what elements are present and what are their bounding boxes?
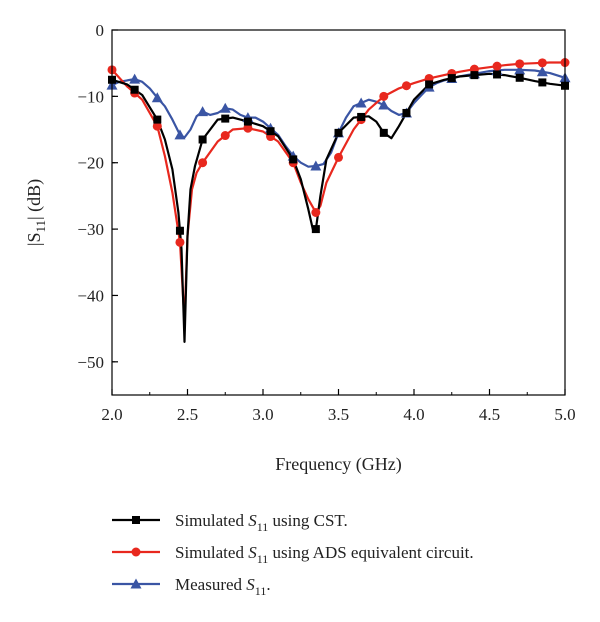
legend-label: Simulated S11 using ADS equivalent circu… — [175, 543, 474, 566]
series-0-point — [334, 128, 343, 137]
series-1-point — [334, 152, 343, 162]
series-0-point — [357, 112, 366, 121]
series-0-point — [538, 78, 547, 87]
legend-marker — [131, 547, 141, 557]
y-tick-label: −10 — [77, 87, 104, 106]
series-1-point — [492, 61, 502, 71]
series-1-point — [220, 131, 230, 141]
x-tick-label: 3.5 — [328, 405, 349, 424]
series-2-point — [355, 97, 367, 108]
series-0-point — [379, 128, 388, 137]
series-2-point — [197, 106, 209, 117]
y-axis-label: |S11| (dB) — [24, 179, 48, 246]
legend-label: Simulated S11 using CST. — [175, 511, 348, 534]
series-2-point — [378, 99, 390, 110]
series-line-1 — [111, 61, 565, 324]
series-0-point — [243, 117, 252, 126]
series-1-point — [379, 91, 389, 101]
x-tick-label: 4.5 — [479, 405, 500, 424]
series-1-point — [311, 208, 321, 217]
x-tick-label: 4.0 — [403, 405, 424, 424]
series-line-2 — [111, 68, 566, 168]
series-1-point — [198, 158, 208, 168]
series-2-point — [310, 160, 322, 171]
series-1-point — [515, 59, 525, 69]
y-tick-label: −20 — [77, 154, 104, 173]
series-0-point — [311, 225, 320, 234]
legend-label: Measured S11. — [175, 575, 271, 598]
legend-item-1: Simulated S11 using ADS equivalent circu… — [112, 543, 474, 566]
legend-item-0: Simulated S11 using CST. — [112, 511, 348, 534]
series-0-point — [289, 155, 298, 164]
series-0-point — [221, 114, 230, 123]
x-axis-label: Frequency (GHz) — [275, 454, 401, 475]
axis-ticks — [111, 29, 566, 395]
series-0-point — [447, 74, 456, 83]
series-0-point — [198, 135, 207, 144]
series-1-point — [152, 121, 162, 131]
series-0-point — [130, 85, 139, 94]
series-2-point — [514, 64, 526, 75]
y-tick-label: −50 — [77, 353, 104, 372]
legend: Simulated S11 using CST. Simulated S11 us… — [112, 511, 474, 598]
x-tick-label: 5.0 — [554, 405, 575, 424]
x-tick-label: 3.0 — [252, 405, 273, 424]
legend-marker — [130, 578, 142, 589]
x-tick-label: 2.0 — [101, 405, 122, 424]
series-1-point — [401, 81, 411, 91]
series-0-point — [515, 73, 524, 82]
series-line-0 — [111, 72, 566, 343]
series-1-point — [537, 58, 547, 68]
series-0-point — [425, 80, 434, 89]
y-tick-label: −40 — [77, 286, 104, 305]
plot-frame — [111, 29, 566, 396]
tick-labels: 2.0 2.5 3.0 3.5 4.0 4.5 5.0 0 −10 −20 −30 −40 −50 — [77, 21, 575, 424]
plot-lines — [111, 61, 566, 343]
legend-marker — [132, 516, 140, 524]
series-0-point — [175, 226, 184, 235]
series-0-point — [493, 70, 502, 79]
series-0-point — [153, 115, 162, 124]
series-1-point — [243, 123, 253, 133]
series-1-point — [175, 237, 185, 247]
series-2-point — [219, 102, 231, 113]
plot-markers — [106, 58, 571, 247]
series-0-point — [266, 127, 275, 136]
x-tick-label: 2.5 — [177, 405, 198, 424]
series-2-point — [536, 66, 548, 77]
y-tick-label: −30 — [77, 220, 104, 239]
series-0-point — [402, 108, 411, 117]
series-2-point — [151, 92, 163, 103]
series-2-point — [129, 73, 141, 84]
series-0-point — [470, 71, 479, 80]
legend-item-2: Measured S11. — [112, 575, 271, 598]
series-2-point — [174, 129, 186, 140]
y-tick-label: 0 — [96, 21, 105, 40]
